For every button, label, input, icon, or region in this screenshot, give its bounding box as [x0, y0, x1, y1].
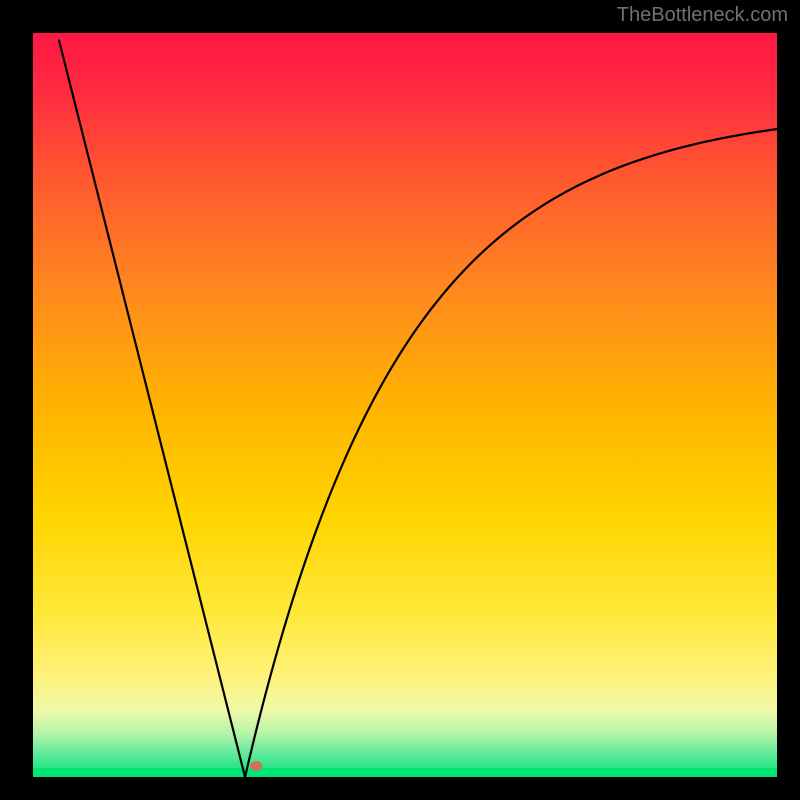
bottleneck-chart — [33, 33, 777, 777]
watermark-text: TheBottleneck.com — [617, 4, 788, 27]
chart-svg — [33, 33, 777, 777]
